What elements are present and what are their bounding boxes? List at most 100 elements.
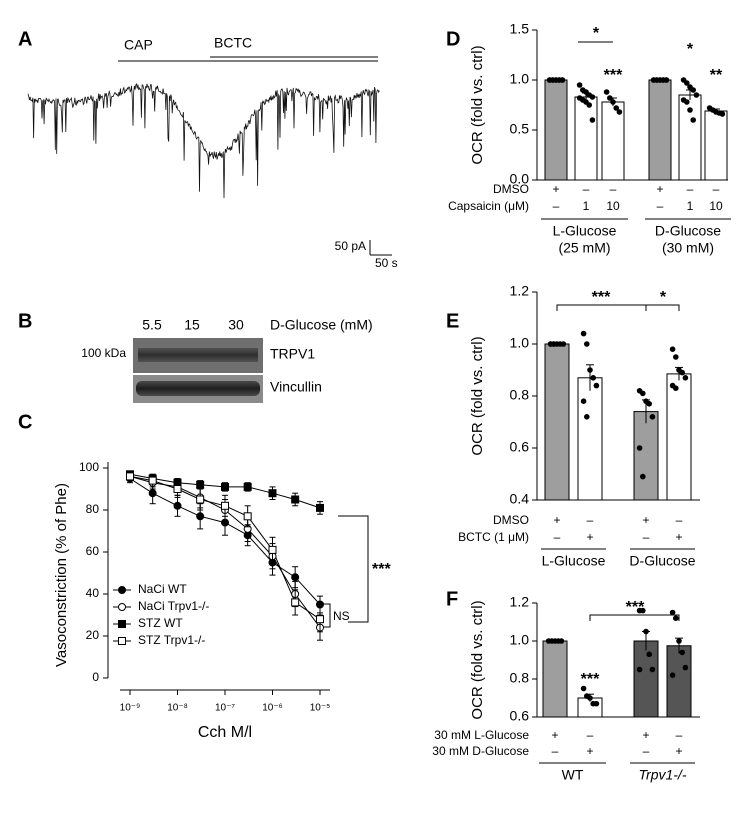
row-cell: + xyxy=(553,513,560,527)
treatment-label: BCTC xyxy=(214,35,252,51)
row-cell: 1 xyxy=(583,199,590,213)
x-tick-label: 10⁻⁹ xyxy=(120,703,141,714)
bar xyxy=(648,79,672,181)
data-point xyxy=(243,482,252,491)
data-point xyxy=(196,480,205,489)
significance-label: * xyxy=(687,41,694,58)
bar xyxy=(666,645,692,718)
row-cell: + xyxy=(552,182,559,196)
row-label: DMSO xyxy=(493,182,529,196)
legend-marker xyxy=(118,603,126,611)
row-cell: 10 xyxy=(606,199,620,213)
row-cell: + xyxy=(586,744,593,758)
row-cell: + xyxy=(642,728,649,742)
row-cell: – xyxy=(587,513,594,527)
data-point xyxy=(126,472,134,481)
data-point xyxy=(221,482,229,491)
data-point xyxy=(682,375,689,381)
y-tick-label: 20 xyxy=(86,628,100,642)
legend-marker xyxy=(118,637,126,645)
row-cell: – xyxy=(552,744,559,758)
data-point xyxy=(663,77,670,83)
data-point xyxy=(610,99,616,105)
data-point xyxy=(580,398,587,405)
legend-label: NaCi WT xyxy=(138,582,187,596)
data-point xyxy=(148,476,157,485)
data-point xyxy=(148,489,157,498)
row-label: 30 mM L-Glucose xyxy=(434,728,529,742)
bar xyxy=(574,96,598,181)
bar xyxy=(577,377,603,501)
lane-label: 30 xyxy=(228,317,244,333)
data-point xyxy=(676,638,682,644)
significance-label: *** xyxy=(604,67,623,84)
panel-letter: B xyxy=(18,310,32,332)
data-point xyxy=(643,628,649,635)
bar xyxy=(704,110,728,181)
row-cell: + xyxy=(675,744,682,758)
row-cell: – xyxy=(713,182,720,196)
row-label: Capsaicin (μM) xyxy=(448,199,529,213)
lane-label: 15 xyxy=(184,317,200,333)
data-point xyxy=(291,598,300,607)
y-tick-label: 0.6 xyxy=(510,439,530,455)
data-point xyxy=(558,638,565,644)
data-point xyxy=(221,501,229,510)
significance-bracket xyxy=(323,603,331,628)
data-point xyxy=(640,607,646,614)
row-cell: 1 xyxy=(687,199,694,213)
row-cell: – xyxy=(687,182,694,196)
data-point xyxy=(673,615,679,621)
lane-title: D-Glucose (mM) xyxy=(270,317,373,333)
significance-label: ** xyxy=(710,67,723,84)
data-point xyxy=(173,485,182,493)
significance-label: * xyxy=(660,289,667,306)
row-cell: – xyxy=(583,182,590,196)
significance-label: *** xyxy=(581,671,600,688)
data-point xyxy=(589,94,596,100)
y-tick-label: 0.6 xyxy=(510,708,530,724)
data-point xyxy=(593,700,600,707)
data-point xyxy=(196,512,205,521)
panel-letter: F xyxy=(446,588,458,610)
group-label: Trpv1-/- xyxy=(639,767,687,783)
band-label: TRPV1 xyxy=(270,346,315,362)
row-cell: + xyxy=(656,182,663,196)
legend-label: NaCi Trpv1-/- xyxy=(138,599,209,613)
data-point xyxy=(590,375,596,381)
data-point xyxy=(679,369,685,376)
y-tick-label: 0.0 xyxy=(510,171,530,187)
treatment-label: CAP xyxy=(124,37,153,53)
y-tick-label: 0.8 xyxy=(510,387,530,403)
row-cell: – xyxy=(587,728,594,742)
data-point xyxy=(613,105,619,111)
y-tick-label: 0.4 xyxy=(510,491,530,507)
group-label: L-Glucose xyxy=(553,223,617,239)
x-axis-label: Cch M/l xyxy=(198,724,252,741)
panel-letter: C xyxy=(18,411,32,433)
significance-label: *** xyxy=(372,561,391,578)
data-point xyxy=(576,82,583,88)
data-point xyxy=(636,666,643,673)
data-point xyxy=(291,495,300,504)
data-point xyxy=(673,354,679,360)
data-point xyxy=(649,414,656,420)
significance-label: * xyxy=(593,25,600,42)
y-tick-label: 1.0 xyxy=(510,71,530,87)
data-point xyxy=(684,99,690,105)
row-cell: – xyxy=(554,530,561,544)
row-label: 30 mM D-Glucose xyxy=(432,744,529,758)
data-point xyxy=(268,545,277,554)
y-tick-label: 1.2 xyxy=(510,283,530,299)
significance-bracket xyxy=(645,304,680,311)
row-cell: – xyxy=(643,744,650,758)
data-point xyxy=(586,102,592,108)
y-tick-label: 40 xyxy=(86,586,100,600)
bar xyxy=(633,411,659,501)
data-point xyxy=(669,346,676,353)
significance-label: NS xyxy=(333,609,350,623)
y-tick-label: 0.5 xyxy=(510,121,530,137)
y-tick-label: 1.0 xyxy=(510,632,530,648)
legend-marker xyxy=(118,586,126,594)
data-point xyxy=(693,92,700,98)
